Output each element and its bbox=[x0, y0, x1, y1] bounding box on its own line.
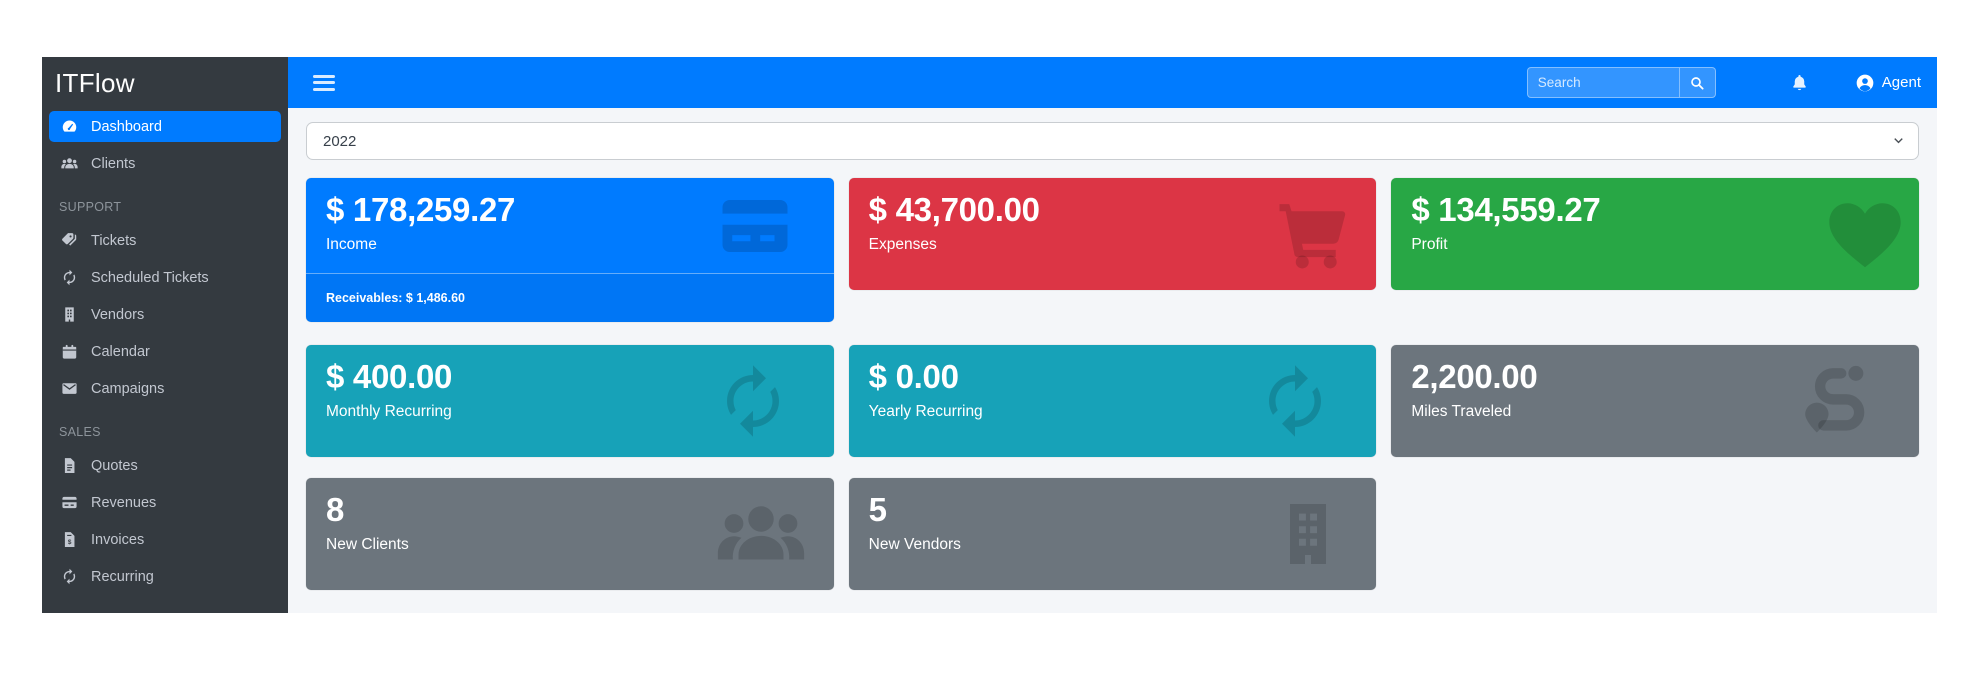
user-menu[interactable]: Agent bbox=[1855, 73, 1921, 93]
search-button[interactable] bbox=[1678, 67, 1716, 98]
miles-traveled-card: 2,200.00 Miles Traveled bbox=[1391, 345, 1920, 457]
yearly-recurring-label: Yearly Recurring bbox=[868, 402, 983, 420]
sync-icon bbox=[57, 568, 81, 585]
sync-icon bbox=[57, 269, 81, 286]
sidebar-item-clients[interactable]: Clients bbox=[49, 148, 281, 179]
svg-text:$: $ bbox=[67, 539, 71, 546]
invoice-dollar-icon: $ bbox=[57, 531, 81, 548]
tags-icon bbox=[57, 232, 81, 249]
sidebar-item-label: Invoices bbox=[91, 531, 145, 548]
sidebar-item-vendors[interactable]: Vendors bbox=[49, 299, 281, 330]
sidebar-item-calendar[interactable]: Calendar bbox=[49, 336, 281, 367]
new-clients-label: New Clients bbox=[326, 535, 409, 553]
income-card: $ 178,259.27 Income Receivables: $ 1,486… bbox=[306, 178, 834, 322]
top-navbar: Agent bbox=[288, 57, 1937, 108]
profit-card: $ 134,559.27 Profit bbox=[1391, 178, 1920, 290]
sidebar-item-invoices[interactable]: $ Invoices bbox=[49, 524, 281, 555]
sidebar-item-label: Vendors bbox=[91, 306, 145, 323]
sidebar-item-label: Scheduled Tickets bbox=[91, 269, 209, 286]
expenses-label: Expenses bbox=[868, 235, 937, 253]
sync-icon bbox=[1256, 362, 1334, 440]
sidebar-item-label: Quotes bbox=[91, 457, 138, 474]
sidebar-toggle-button[interactable] bbox=[313, 74, 335, 91]
calendar-icon bbox=[57, 343, 81, 360]
sidebar-item-dashboard[interactable]: Dashboard bbox=[49, 111, 281, 142]
gauge-icon bbox=[57, 118, 81, 135]
search-input[interactable] bbox=[1526, 67, 1679, 98]
sidebar-item-label: Campaigns bbox=[91, 380, 165, 397]
search-icon bbox=[1689, 75, 1705, 91]
income-value: $ 178,259.27 bbox=[326, 191, 516, 228]
sidebar-item-label: Clients bbox=[91, 155, 136, 172]
heart-icon bbox=[1823, 192, 1907, 276]
brand-logo[interactable]: ITFlow bbox=[55, 68, 135, 98]
yearly-recurring-value: $ 0.00 bbox=[868, 358, 959, 395]
monthly-recurring-value: $ 400.00 bbox=[326, 358, 453, 395]
expenses-value: $ 43,700.00 bbox=[868, 191, 1040, 228]
content-area: 2022 $ 178,259.27 Income Receivabl bbox=[288, 108, 1937, 613]
user-name: Agent bbox=[1881, 74, 1921, 91]
sidebar-item-label: Calendar bbox=[91, 343, 150, 360]
sidebar-item-label: Recurring bbox=[91, 568, 154, 585]
sidebar-item-revenues[interactable]: Revenues bbox=[49, 487, 281, 518]
app-window: ITFlow Dashboard Clients SUPPORT Tickets bbox=[42, 57, 1937, 613]
sidebar-section-support: SUPPORT bbox=[59, 200, 122, 214]
route-icon bbox=[1799, 362, 1877, 440]
stats-row-1: $ 178,259.27 Income Receivables: $ 1,486… bbox=[306, 178, 1920, 322]
new-clients-card: 8 New Clients bbox=[306, 478, 834, 590]
building-icon bbox=[57, 306, 81, 323]
profit-label: Profit bbox=[1411, 235, 1448, 253]
year-select[interactable]: 2022 bbox=[306, 122, 1919, 160]
yearly-recurring-card: $ 0.00 Yearly Recurring bbox=[848, 345, 1377, 457]
sync-icon bbox=[714, 362, 792, 440]
new-clients-value: 8 bbox=[326, 491, 345, 528]
credit-card-icon bbox=[716, 187, 794, 265]
monthly-recurring-label: Monthly Recurring bbox=[326, 402, 452, 420]
users-icon bbox=[716, 489, 806, 579]
income-label: Income bbox=[326, 235, 377, 253]
income-receivables-link[interactable]: Receivables: $ 1,486.60 bbox=[306, 273, 834, 322]
new-vendors-card: 5 New Vendors bbox=[848, 478, 1377, 590]
shopping-cart-icon bbox=[1273, 195, 1351, 273]
expenses-card: $ 43,700.00 Expenses bbox=[848, 178, 1377, 290]
sidebar-item-label: Tickets bbox=[91, 232, 137, 249]
building-icon bbox=[1272, 492, 1344, 576]
envelope-icon bbox=[57, 380, 81, 397]
sidebar-section-sales: SALES bbox=[59, 425, 101, 439]
bell-icon bbox=[1790, 73, 1809, 92]
stats-row-3: 8 New Clients 5 New Vendors bbox=[306, 478, 1919, 590]
sidebar-item-tickets[interactable]: Tickets bbox=[49, 225, 281, 256]
file-icon bbox=[57, 457, 81, 474]
sidebar: ITFlow Dashboard Clients SUPPORT Tickets bbox=[42, 57, 288, 613]
miles-traveled-value: 2,200.00 bbox=[1411, 358, 1538, 395]
sidebar-item-label: Revenues bbox=[91, 494, 157, 511]
user-circle-icon bbox=[1855, 73, 1882, 93]
sidebar-item-quotes[interactable]: Quotes bbox=[49, 450, 281, 481]
profit-value: $ 134,559.27 bbox=[1411, 191, 1601, 228]
new-vendors-label: New Vendors bbox=[868, 535, 961, 553]
sidebar-item-scheduled-tickets[interactable]: Scheduled Tickets bbox=[49, 262, 281, 293]
users-icon bbox=[57, 155, 81, 172]
notifications-button[interactable] bbox=[1790, 73, 1809, 92]
navbar-search bbox=[1526, 67, 1716, 98]
new-vendors-value: 5 bbox=[868, 491, 887, 528]
sidebar-item-label: Dashboard bbox=[91, 118, 162, 135]
monthly-recurring-card: $ 400.00 Monthly Recurring bbox=[306, 345, 834, 457]
sidebar-item-recurring[interactable]: Recurring bbox=[49, 561, 281, 592]
sidebar-item-campaigns[interactable]: Campaigns bbox=[49, 373, 281, 404]
miles-traveled-label: Miles Traveled bbox=[1411, 402, 1512, 420]
stats-row-2: $ 400.00 Monthly Recurring $ 0.00 Yearly… bbox=[306, 345, 1920, 457]
credit-card-icon bbox=[57, 494, 81, 511]
